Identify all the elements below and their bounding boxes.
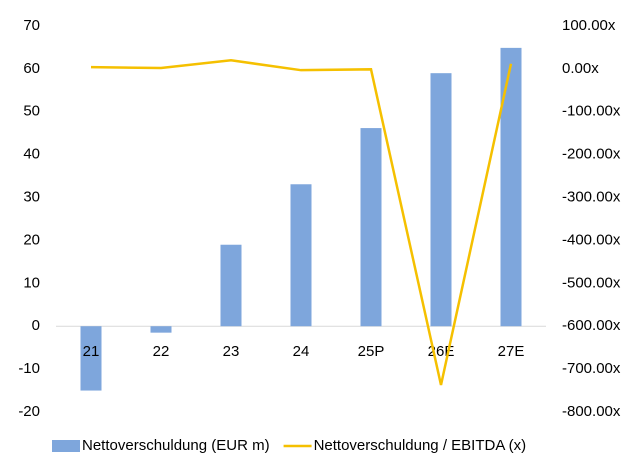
bar — [290, 184, 312, 327]
bar — [150, 326, 172, 333]
x-tick-label: 22 — [153, 343, 170, 360]
y2-tick-label: -800.00x — [562, 403, 621, 420]
y-tick-label: 60 — [23, 60, 40, 77]
x-tick-label: 27E — [498, 343, 525, 360]
bar — [220, 244, 242, 327]
y2-tick-label: -600.00x — [562, 317, 621, 334]
x-tick-label: 21 — [83, 343, 100, 360]
bar — [430, 73, 452, 327]
y-tick-label: 50 — [23, 103, 40, 120]
y2-tick-label: 0.00x — [562, 60, 599, 77]
legend-label: Nettoverschuldung (EUR m) — [82, 437, 270, 454]
y-tick-label: 40 — [23, 146, 40, 163]
legend-swatch — [52, 440, 80, 452]
line — [90, 59, 513, 386]
y2-tick-label: 100.00x — [562, 17, 616, 34]
y-tick-label: -20 — [18, 403, 40, 420]
y2-tick-label: -300.00x — [562, 189, 621, 206]
legend-label: Nettoverschuldung / EBITDA (x) — [314, 437, 527, 454]
y2-tick-label: -400.00x — [562, 231, 621, 248]
y-tick-label: 10 — [23, 274, 40, 291]
x-tick-label: 23 — [223, 343, 240, 360]
y-tick-label: 70 — [23, 17, 40, 34]
x-tick-label: 24 — [293, 343, 310, 360]
y-tick-label: 20 — [23, 231, 40, 248]
bar — [80, 326, 102, 391]
y-tick-label: 30 — [23, 189, 40, 206]
y2-tick-label: -100.00x — [562, 103, 621, 120]
bar — [500, 47, 522, 327]
bar — [360, 128, 382, 327]
y-tick-label: -10 — [18, 360, 40, 377]
x-tick-label: 25P — [358, 343, 385, 360]
y2-tick-label: -200.00x — [562, 146, 621, 163]
y2-tick-label: -700.00x — [562, 360, 621, 377]
y-tick-label: 0 — [32, 317, 40, 334]
y2-tick-label: -500.00x — [562, 274, 621, 291]
